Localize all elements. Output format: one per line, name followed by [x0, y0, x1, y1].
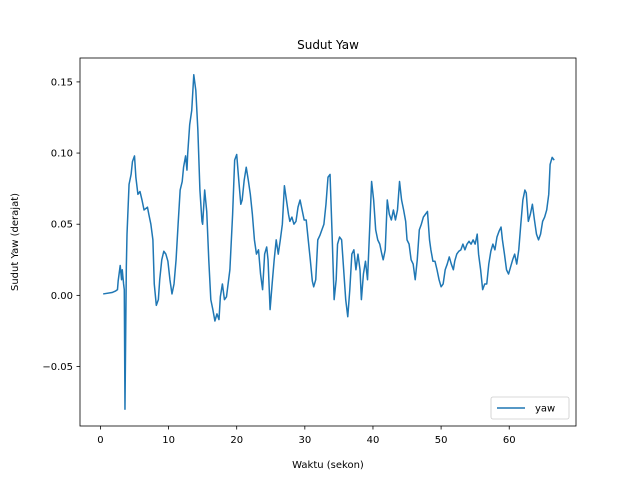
data-line: [103, 74, 555, 410]
y-axis-label: Sudut Yaw (derajat): [10, 193, 21, 291]
legend-box: [490, 396, 570, 420]
x-axis-label: Waktu (sekon): [292, 460, 364, 471]
y-tick-label: −0.05: [42, 362, 73, 373]
x-tick-label: 30: [298, 435, 311, 446]
y-tick-label: 0.05: [51, 220, 73, 231]
y-tick-label: 0.00: [51, 291, 73, 302]
y-tick-label: 0.10: [51, 149, 73, 160]
y-tick-label: 0.15: [51, 77, 73, 88]
plot-frame: [79, 57, 577, 427]
x-tick-label: 0: [97, 435, 103, 446]
x-tick-label: 60: [503, 435, 516, 446]
x-tick-label: 50: [435, 435, 448, 446]
x-tick-label: 40: [367, 435, 380, 446]
x-tick-label: 10: [162, 435, 175, 446]
chart-title: Sudut Yaw: [297, 38, 359, 52]
legend-label: yaw: [535, 404, 555, 415]
x-tick-label: 20: [230, 435, 243, 446]
